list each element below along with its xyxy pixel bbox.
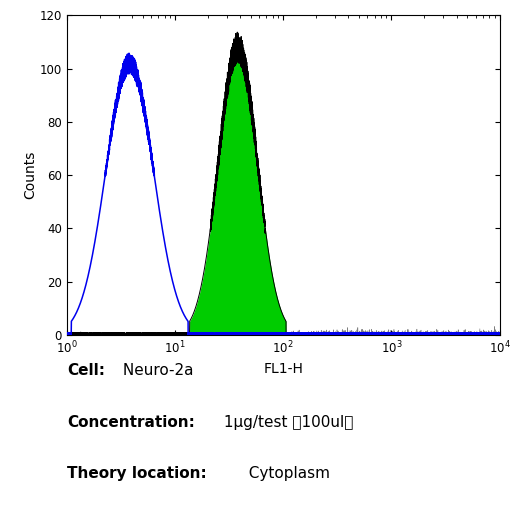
Y-axis label: Counts: Counts	[23, 151, 37, 199]
Text: Cytoplasm: Cytoplasm	[239, 466, 331, 481]
Text: 1μg/test （100ul）: 1μg/test （100ul）	[219, 415, 353, 430]
Text: Concentration:: Concentration:	[67, 415, 195, 430]
Text: Cell:: Cell:	[67, 363, 105, 378]
Text: Theory location:: Theory location:	[67, 466, 207, 481]
X-axis label: FL1-H: FL1-H	[263, 362, 303, 376]
Text: Neuro-2a: Neuro-2a	[118, 363, 194, 378]
